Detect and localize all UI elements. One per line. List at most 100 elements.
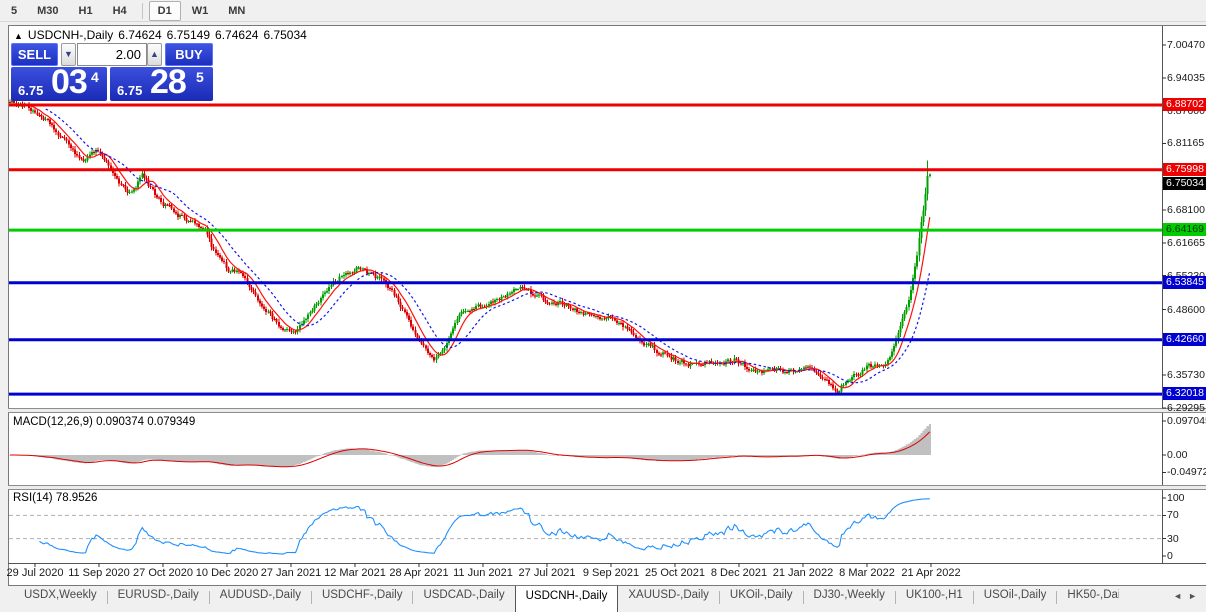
timeframe-button-d1[interactable]: D1 (148, 0, 181, 21)
macd-tick-label: 0.00 (1167, 449, 1188, 461)
date-label: 11 Jun 2021 (453, 567, 513, 579)
chart-ohlc-header: ▲ USDCNH-,Daily 6.74624 6.75149 6.74624 6.750… (14, 28, 312, 42)
volume-decrease-button[interactable]: ▼ (61, 43, 76, 66)
bid-price-prefix: 6.75 (18, 83, 44, 98)
chart-area-background[interactable] (8, 25, 1206, 586)
date-label: 9 Sep 2021 (582, 567, 640, 579)
rsi-tick-label: 30 (1167, 532, 1179, 545)
tab-separator (412, 591, 414, 604)
rsi-label: RSI(14) 78.9526 (13, 492, 98, 504)
close-value: 6.75034 (263, 28, 307, 42)
level-price-label: 6.75998 (1163, 162, 1206, 176)
splitter-macd[interactable] (8, 408, 1206, 413)
chevron-up-icon: ▲ (150, 49, 159, 59)
bid-price-pip: 4 (91, 69, 99, 85)
symbol-tab-bar: USDX,Weekly EURUSD-,Daily AUDUSD-,Daily USD… (0, 586, 1206, 612)
price-tick-label: 6.35730 (1167, 369, 1205, 382)
open-value: 6.74624 (118, 28, 162, 42)
tab-scroll-left-icon[interactable]: ◄ (1173, 591, 1189, 601)
price-tick-label: 6.94035 (1167, 71, 1205, 84)
level-price-label: 6.42660 (1163, 332, 1206, 346)
tab-scroll-buttons: ◄► (1173, 591, 1203, 601)
low-value: 6.74624 (215, 28, 259, 42)
price-tick-label: 6.81165 (1167, 137, 1205, 150)
tab-usdx-weekly[interactable]: USDX,Weekly (24, 589, 97, 601)
tab-xauusd-daily[interactable]: XAUUSD-,Daily (628, 589, 709, 601)
price-axis-line (1162, 26, 1163, 563)
price-tick-label: 6.29295 (1167, 401, 1205, 414)
toolbar-separator (141, 2, 143, 19)
price-tick-label: 6.48600 (1167, 303, 1205, 316)
tab-separator (1056, 591, 1058, 604)
level-price-label: 6.88702 (1163, 97, 1206, 111)
window-border-top (8, 25, 1206, 26)
expand-triangle-icon[interactable]: ▲ (14, 31, 23, 41)
macd-tick-label: 0.097045 (1167, 415, 1206, 428)
level-price-label: 6.64169 (1163, 223, 1206, 237)
ask-price-big: 28 (150, 67, 187, 101)
timeframe-button-h1[interactable]: H1 (78, 4, 93, 17)
bid-quote-button[interactable]: 6.75 03 4 (11, 67, 107, 101)
tab-scroll-right-icon[interactable]: ► (1188, 591, 1203, 601)
timeframe-button-5[interactable]: 5 (11, 4, 18, 17)
date-label: 21 Apr 2022 (901, 567, 961, 579)
volume-input[interactable] (77, 43, 147, 66)
date-label: 27 Oct 2020 (133, 567, 193, 579)
macd-tick-label: -0.04972 (1167, 466, 1206, 479)
tab-hk50-daily[interactable]: HK50-,Daily (1067, 589, 1119, 601)
date-label: 8 Mar 2022 (839, 567, 895, 579)
date-label: 10 Dec 2020 (195, 567, 259, 579)
window-border-bottom (8, 585, 1206, 586)
date-label: 21 Jan 2022 (772, 567, 834, 579)
window-border-left (8, 25, 9, 586)
date-label: 12 Mar 2021 (324, 567, 386, 579)
tab-audusd-daily[interactable]: AUDUSD-,Daily (219, 589, 301, 601)
date-label: 29 Jul 2020 (6, 567, 64, 579)
tab-separator (310, 591, 312, 604)
tab-separator (972, 591, 974, 604)
chevron-down-icon: ▼ (64, 49, 73, 59)
timeframe-button-mn[interactable]: MN (228, 4, 246, 17)
tab-usdchf-daily[interactable]: USDCHF-,Daily (321, 589, 403, 601)
ask-price-pip: 5 (196, 69, 204, 85)
price-tick-label: 6.61665 (1167, 236, 1205, 249)
tab-dj30-weekly[interactable]: DJ30-,Weekly (813, 589, 885, 601)
tab-separator (208, 591, 210, 604)
rsi-tick-label: 0 (1167, 550, 1173, 562)
tab-ukoil-daily[interactable]: UKOil-,Daily (729, 589, 793, 601)
sell-button[interactable]: SELL (11, 43, 58, 66)
macd-label: MACD(12,26,9) 0.090374 0.079349 (13, 416, 196, 428)
date-label: 27 Jul 2021 (518, 567, 576, 579)
tab-usoil-daily[interactable]: USOil-,Daily (983, 589, 1047, 601)
date-label: 28 Apr 2021 (389, 567, 449, 579)
high-value: 6.75149 (166, 28, 211, 42)
tab-separator (718, 591, 720, 604)
timeframe-button-h4[interactable]: H4 (112, 4, 127, 17)
time-axis-line (8, 563, 1206, 564)
ask-price-prefix: 6.75 (117, 83, 143, 98)
date-label: 25 Oct 2021 (645, 567, 705, 579)
date-label: 8 Dec 2021 (710, 567, 768, 579)
volume-increase-button[interactable]: ▲ (147, 43, 162, 66)
price-tick-label: 7.00470 (1167, 38, 1205, 51)
tab-usdcad-daily[interactable]: USDCAD-,Daily (423, 589, 505, 601)
date-label: 27 Jan 2021 (260, 567, 322, 579)
level-price-label: 6.53845 (1163, 275, 1206, 289)
date-label: 11 Sep 2020 (68, 567, 130, 579)
rsi-tick-label: 100 (1167, 492, 1185, 504)
current-price-label: 6.75034 (1163, 176, 1206, 190)
price-tick-label: 6.68100 (1167, 204, 1205, 217)
timeframe-button-m30[interactable]: M30 (37, 4, 59, 17)
splitter-rsi[interactable] (8, 485, 1206, 490)
tab-usdcnh-daily[interactable]: USDCNH-,Daily (514, 586, 619, 612)
tab-eurusd-daily[interactable]: EURUSD-,Daily (117, 589, 199, 601)
timeframe-toolbar: 5 M30 H1 H4 D1 W1 MN (0, 0, 1206, 22)
buy-button[interactable]: BUY (165, 43, 213, 66)
tab-uk100-h1[interactable]: UK100-,H1 (905, 589, 963, 601)
level-price-label: 6.32018 (1163, 387, 1206, 401)
bid-price-big: 03 (51, 67, 88, 101)
ask-quote-button[interactable]: 6.75 28 5 (110, 67, 213, 101)
timeframe-button-w1[interactable]: W1 (191, 4, 209, 17)
rsi-tick-label: 70 (1167, 509, 1179, 522)
